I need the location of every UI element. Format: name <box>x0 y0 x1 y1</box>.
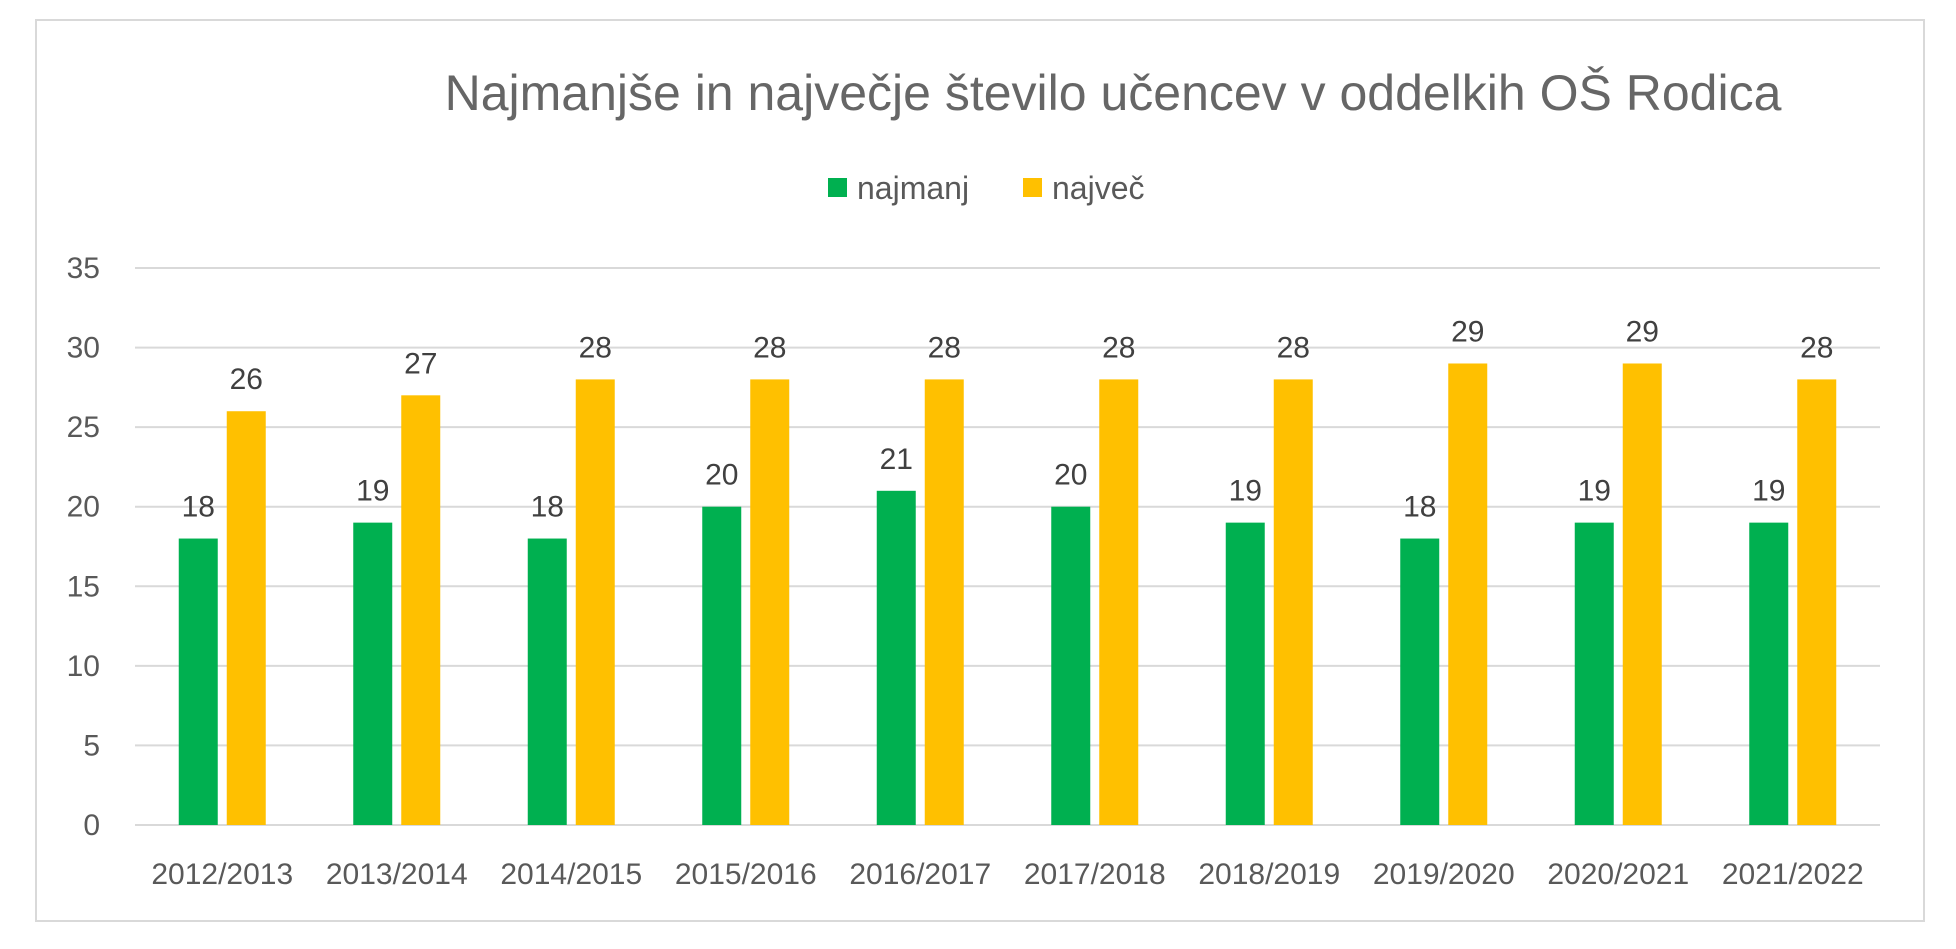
y-tick-label: 10 <box>67 650 100 683</box>
y-tick-label: 20 <box>67 491 100 524</box>
data-label: 28 <box>753 331 786 364</box>
bar-najvec-2015-2016 <box>750 379 790 825</box>
bar-najmanj-2020-2021 <box>1574 522 1614 825</box>
data-label: 29 <box>1626 315 1659 348</box>
bar-najmanj-2019-2020 <box>1400 538 1440 825</box>
x-tick-label: 2017/2018 <box>1024 858 1166 891</box>
data-label: 28 <box>1102 331 1135 364</box>
y-tick-label: 0 <box>83 809 100 842</box>
data-label: 20 <box>705 459 738 492</box>
bar-najmanj-2021-2022 <box>1749 522 1789 825</box>
data-label: 19 <box>1229 475 1262 508</box>
y-tick-label: 30 <box>67 332 100 365</box>
x-tick-label: 2018/2019 <box>1198 858 1340 891</box>
legend: najmanj največ <box>828 170 1145 206</box>
data-label: 19 <box>1752 475 1785 508</box>
data-label: 19 <box>356 475 389 508</box>
bar-najmanj-2018-2019 <box>1225 522 1265 825</box>
bar-najvec-2021-2022 <box>1797 379 1837 825</box>
x-tick-label: 2020/2021 <box>1547 858 1689 891</box>
data-label: 20 <box>1054 459 1087 492</box>
legend-label-najmanj: najmanj <box>857 170 969 206</box>
data-label: 28 <box>579 331 612 364</box>
data-label: 18 <box>182 491 215 524</box>
x-tick-label: 2014/2015 <box>500 858 642 891</box>
legend-swatch-najvec <box>1023 178 1042 197</box>
y-tick-label: 15 <box>67 570 100 603</box>
data-label: 27 <box>404 347 437 380</box>
bar-najvec-2016-2017 <box>924 379 964 825</box>
data-label: 28 <box>1800 331 1833 364</box>
bar-najmanj-2012-2013 <box>178 538 218 825</box>
data-label: 29 <box>1451 315 1484 348</box>
legend-label-najvec: največ <box>1052 170 1145 206</box>
bar-najvec-2012-2013 <box>226 411 266 825</box>
bar-najvec-2020-2021 <box>1622 363 1662 825</box>
y-axis-ticks: 0 5 10 15 20 25 30 35 <box>67 252 100 842</box>
data-label: 28 <box>928 331 961 364</box>
legend-swatch-najmanj <box>828 178 847 197</box>
bars <box>178 363 1837 825</box>
bar-najmanj-2014-2015 <box>527 538 567 825</box>
bar-najmanj-2016-2017 <box>876 490 916 825</box>
data-labels: 18 26 19 27 18 28 20 28 21 28 20 28 19 28 18 29 19 29 19 28 <box>182 315 1834 523</box>
x-tick-label: 2015/2016 <box>675 858 817 891</box>
data-label: 28 <box>1277 331 1310 364</box>
data-label: 18 <box>1403 491 1436 524</box>
data-label: 21 <box>880 443 913 476</box>
bar-najmanj-2013-2014 <box>353 522 393 825</box>
y-tick-label: 25 <box>67 411 100 444</box>
chart-title: Najmanjše in največje število učencev v … <box>445 65 1782 121</box>
bar-najvec-2014-2015 <box>575 379 615 825</box>
x-tick-label: 2019/2020 <box>1373 858 1515 891</box>
bar-najvec-2017-2018 <box>1099 379 1139 825</box>
bar-najmanj-2017-2018 <box>1051 506 1091 825</box>
data-label: 18 <box>531 491 564 524</box>
bar-najvec-2019-2020 <box>1448 363 1488 825</box>
bar-najvec-2013-2014 <box>401 395 441 825</box>
x-tick-label: 2016/2017 <box>849 858 991 891</box>
y-tick-label: 35 <box>67 252 100 285</box>
x-axis-ticks: 2012/2013 2013/2014 2014/2015 2015/2016 2016… <box>151 858 1863 891</box>
bar-najvec-2018-2019 <box>1273 379 1313 825</box>
data-label: 26 <box>230 363 263 396</box>
bar-najmanj-2015-2016 <box>702 506 742 825</box>
gridlines <box>135 267 1880 826</box>
data-label: 19 <box>1578 475 1611 508</box>
y-tick-label: 5 <box>83 729 100 762</box>
x-tick-label: 2013/2014 <box>326 858 468 891</box>
x-tick-label: 2012/2013 <box>151 858 293 891</box>
x-tick-label: 2021/2022 <box>1722 858 1864 891</box>
